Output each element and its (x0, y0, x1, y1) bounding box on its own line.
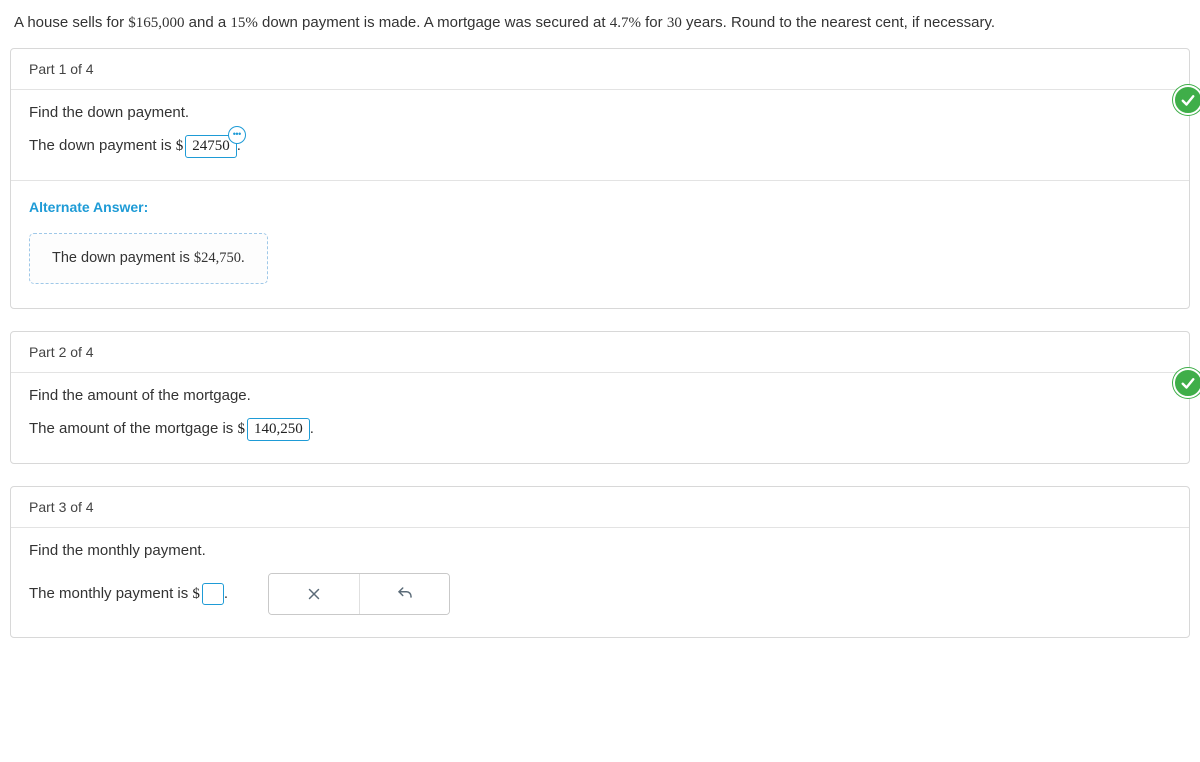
price: $165,000 (128, 15, 184, 31)
part-header: Part 3 of 4 (11, 487, 1189, 528)
answer-prefix: The down payment is (29, 137, 176, 154)
answer-input[interactable]: 140,250 (247, 418, 310, 441)
answer-input[interactable]: 24750••• (185, 135, 237, 158)
answer-prefix: The monthly payment is (29, 585, 192, 602)
down-pct: 15% (230, 15, 258, 31)
alternate-answer-label: Alternate Answer: (29, 199, 1171, 215)
text: down payment is made. A mortgage was sec… (258, 14, 610, 31)
part-header: Part 1 of 4 (11, 49, 1189, 90)
period: . (224, 585, 228, 602)
part-3-answer-line: The monthly payment is $. (29, 573, 1171, 615)
correct-check-icon (1173, 368, 1200, 398)
part-3-prompt: Find the monthly payment. (29, 542, 1171, 559)
currency-symbol: $ (176, 138, 184, 154)
part-1-answer-line: The down payment is $24750•••. (29, 135, 1171, 158)
period: . (310, 420, 314, 437)
more-options-icon[interactable]: ••• (228, 126, 246, 144)
rate: 4.7% (610, 15, 641, 31)
part-1-prompt: Find the down payment. (29, 104, 1171, 121)
part-2-answer-line: The amount of the mortgage is $140,250. (29, 418, 1171, 441)
text: and a (184, 14, 230, 31)
years: 30 (667, 15, 682, 31)
alternate-answer-section: Alternate Answer: The down payment is $2… (11, 180, 1189, 308)
undo-button[interactable] (359, 574, 449, 614)
correct-check-icon (1173, 85, 1200, 115)
part-header: Part 2 of 4 (11, 332, 1189, 373)
part-2-panel: Part 2 of 4 Find the amount of the mortg… (10, 331, 1190, 464)
text: years. Round to the nearest cent, if nec… (682, 14, 995, 31)
text: for (641, 14, 667, 31)
clear-button[interactable] (269, 574, 359, 614)
text: A house sells for (14, 14, 128, 31)
part-1-panel: Part 1 of 4 Find the down payment. The d… (10, 48, 1190, 309)
alt-text: The down payment is (52, 250, 194, 266)
currency-symbol: $ (237, 421, 245, 437)
alt-value: $24,750. (194, 250, 245, 266)
part-3-panel: Part 3 of 4 Find the monthly payment. Th… (10, 486, 1190, 638)
answer-prefix: The amount of the mortgage is (29, 420, 237, 437)
part-2-prompt: Find the amount of the mortgage. (29, 387, 1171, 404)
answer-input[interactable] (202, 583, 224, 605)
currency-symbol: $ (192, 586, 200, 602)
problem-statement: A house sells for $165,000 and a 15% dow… (10, 8, 1190, 48)
alternate-answer-box: The down payment is $24,750. (29, 233, 268, 284)
answer-toolbar (268, 573, 450, 615)
